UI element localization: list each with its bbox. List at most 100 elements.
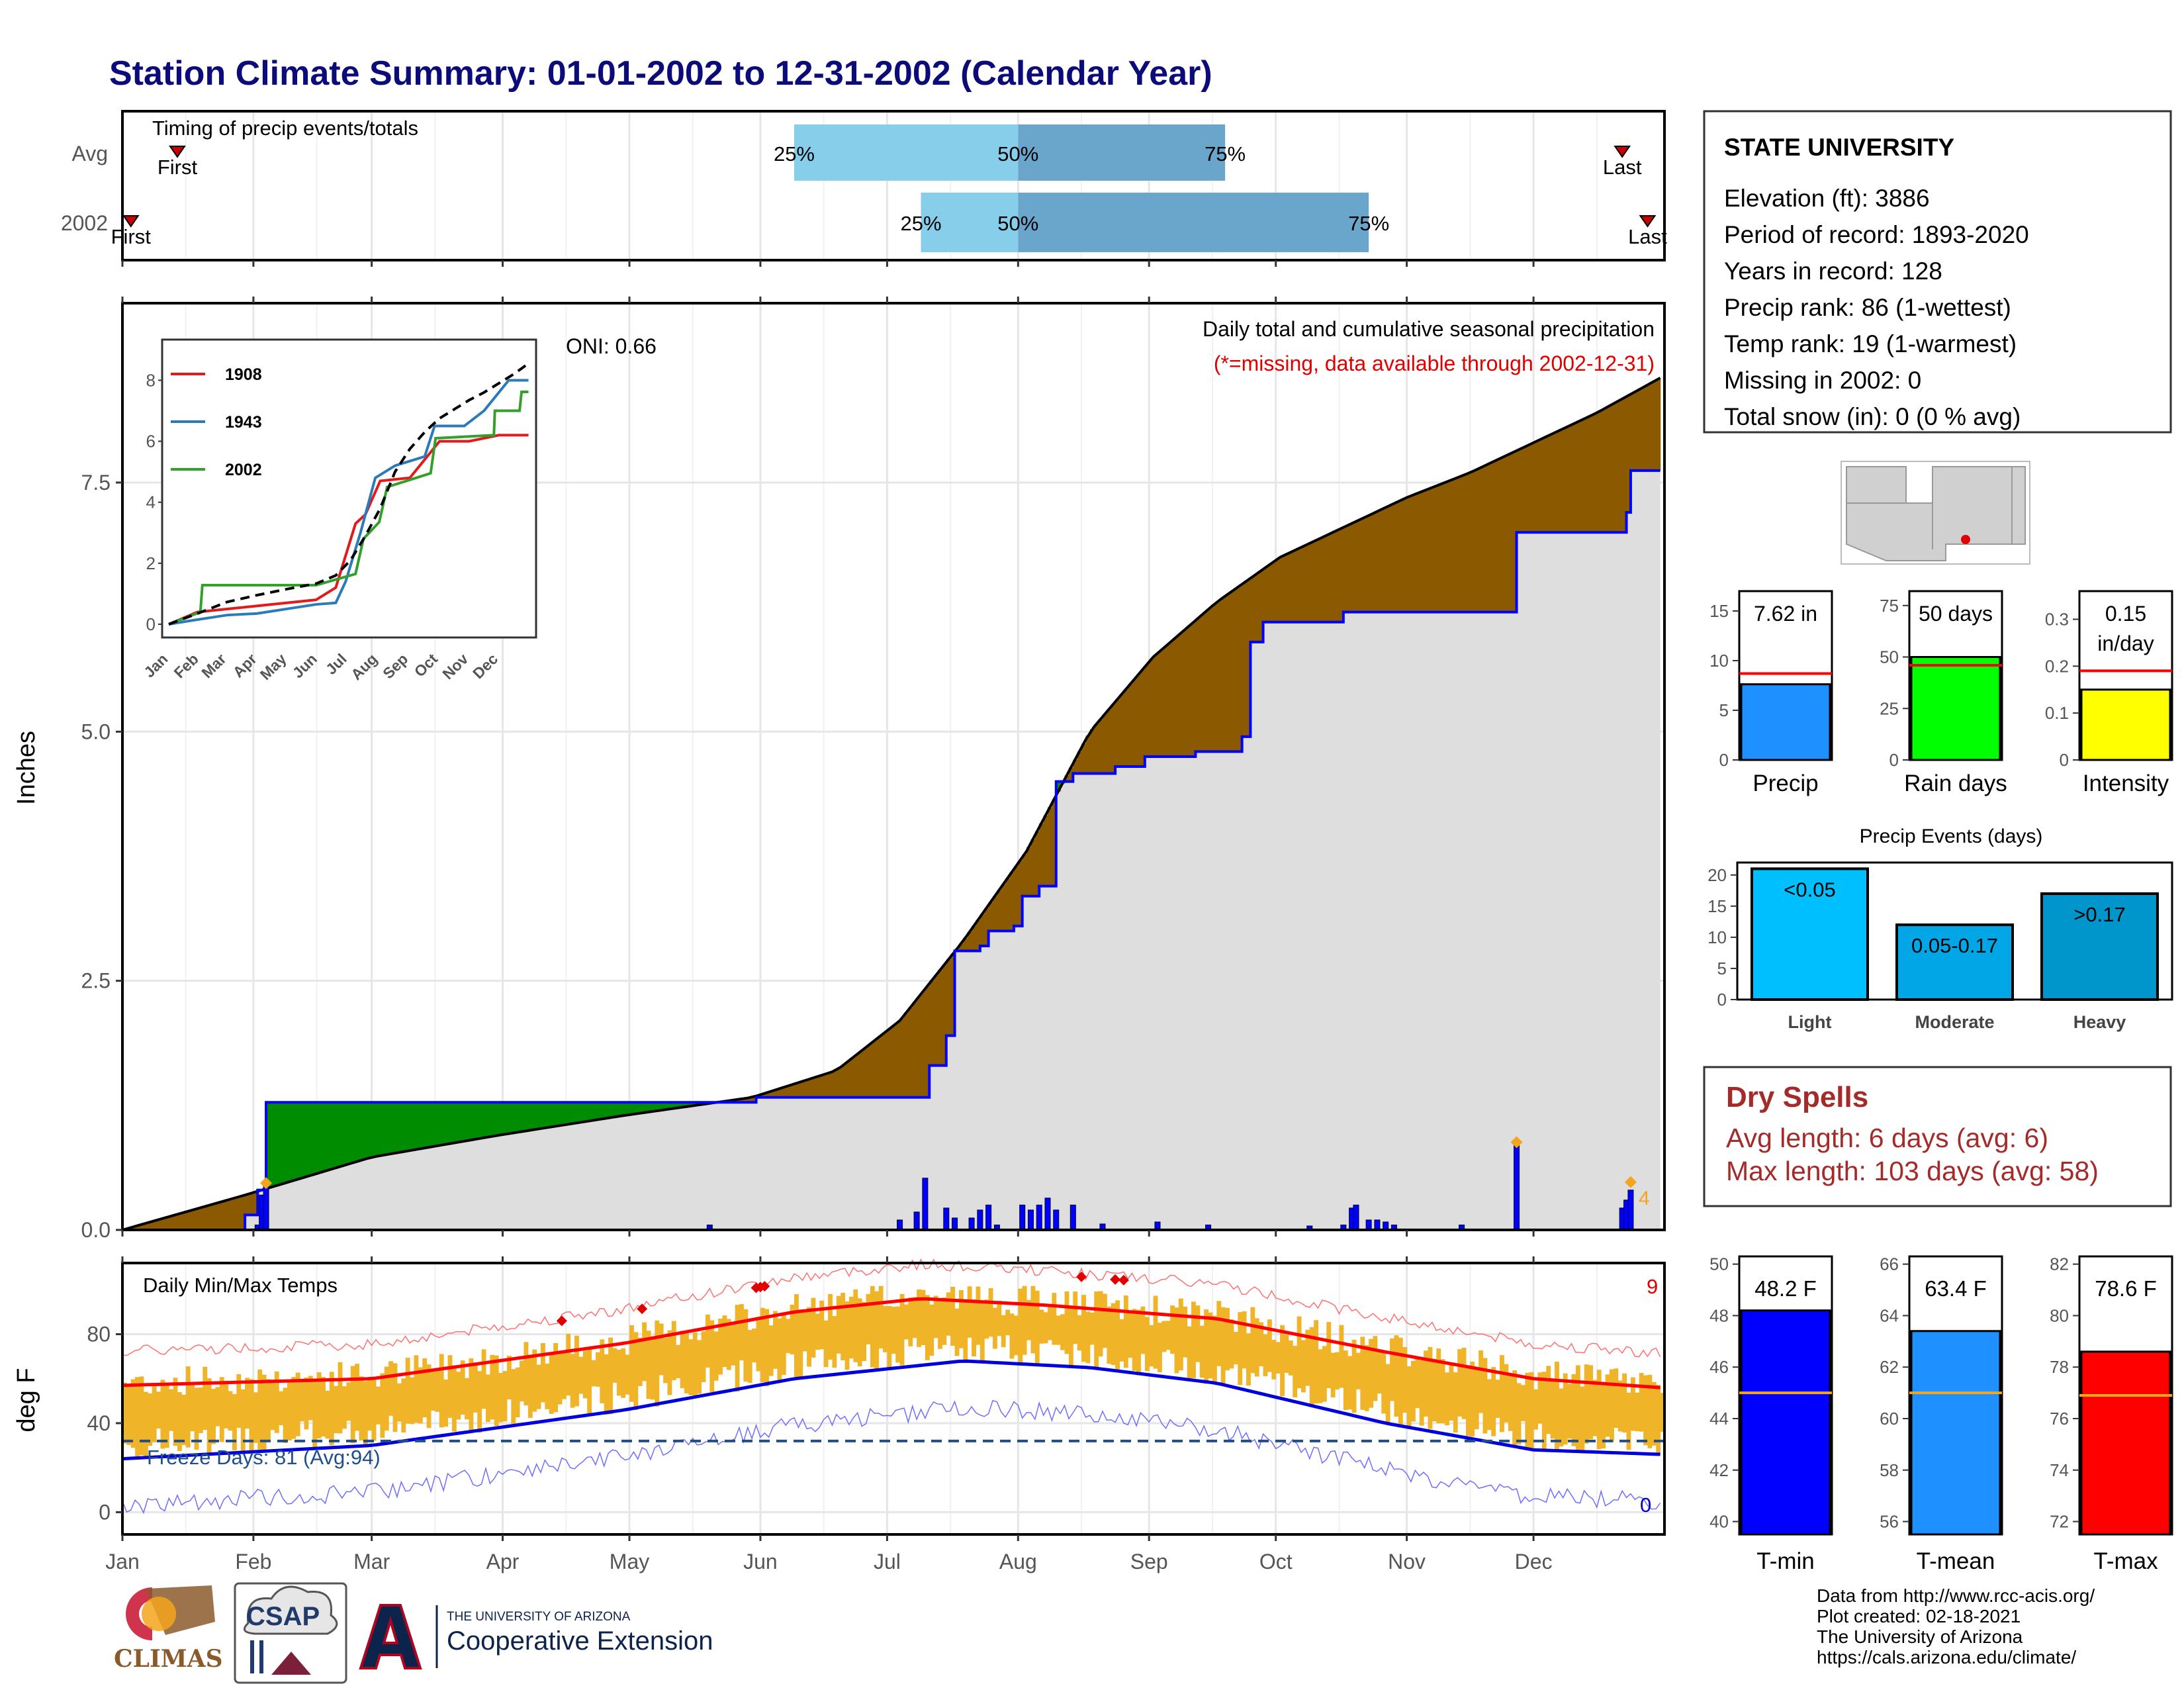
surplus-area <box>574 1102 580 1123</box>
daily-temp-range-bar <box>1216 1301 1222 1366</box>
daily-temp-range-bar <box>1060 1314 1066 1350</box>
daily-temp-range-bar <box>1102 1293 1107 1348</box>
daily-temp-range-bar <box>828 1293 833 1360</box>
deficit-area <box>1089 729 1095 774</box>
deficit-area <box>929 980 934 1066</box>
daily-temp-range-bar <box>1512 1370 1518 1446</box>
daily-precip-bar <box>1053 1209 1060 1231</box>
month-label: Feb <box>235 1550 271 1573</box>
surplus-area <box>692 1102 698 1105</box>
daily-temp-range-bar <box>1140 1306 1146 1354</box>
deficit-area <box>938 970 943 1066</box>
deficit-area <box>1356 520 1361 612</box>
deficit-area <box>883 1032 888 1098</box>
temp-bar-y-tick-label: 82 <box>2050 1254 2069 1274</box>
daily-temp-range-bar <box>359 1376 364 1441</box>
deficit-area <box>1347 524 1353 612</box>
daily-temp-range-bar <box>304 1377 309 1430</box>
daily-temp-range-bar <box>963 1299 968 1362</box>
daily-temp-range-bar <box>794 1294 799 1379</box>
deficit-area <box>1486 463 1492 612</box>
deficit-area <box>895 1022 901 1098</box>
daily-temp-range-bar <box>1229 1319 1234 1369</box>
deficit-area <box>1132 679 1137 767</box>
daily-temp-range-bar <box>312 1379 318 1449</box>
temp-bar-y-tick-label: 74 <box>2050 1460 2069 1480</box>
daily-temp-range-bar <box>334 1385 339 1434</box>
daily-temp-range-bar <box>988 1288 993 1337</box>
deficit-area <box>1030 839 1036 896</box>
surplus-area <box>316 1102 322 1173</box>
surplus-area <box>341 1102 347 1166</box>
deficit-area <box>1555 432 1560 533</box>
deficit-area <box>1267 565 1272 622</box>
timing-q75-label: 75% <box>1205 142 1246 165</box>
deficit-area <box>1022 854 1027 896</box>
daily-temp-range-bar <box>646 1331 651 1399</box>
surplus-area <box>667 1102 672 1109</box>
daily-temp-range-bar <box>219 1377 224 1442</box>
deficit-area <box>1123 689 1128 767</box>
surplus-area <box>600 1102 605 1119</box>
daily-temp-range-bar <box>300 1378 304 1422</box>
deficit-area <box>984 908 989 946</box>
surplus-area <box>629 1102 635 1115</box>
daily-temp-range-bar <box>1165 1321 1171 1350</box>
daily-temp-range-bar <box>582 1350 588 1399</box>
deficit-area <box>844 1062 850 1098</box>
daily-temp-range-bar <box>802 1310 807 1352</box>
precip-event-value-label: <0.05 <box>1784 878 1835 901</box>
temp-category-label: T-max <box>2093 1548 2158 1574</box>
month-label: Nov <box>1388 1550 1426 1573</box>
timing-q75-label: 75% <box>1348 212 1389 235</box>
deficit-area <box>177 1213 182 1230</box>
daily-temp-range-bar <box>1555 1362 1559 1452</box>
deficit-area <box>908 1007 913 1098</box>
month-label: Dec <box>1515 1550 1553 1573</box>
daily-temp-range-bar <box>185 1366 191 1448</box>
surplus-area <box>431 1102 435 1147</box>
deficit-area <box>1297 548 1302 622</box>
deficit-area <box>1052 799 1057 886</box>
daily-temp-range-bar <box>659 1323 664 1376</box>
daily-temp-range-bar <box>1301 1340 1306 1393</box>
daily-temp-range-bar <box>1516 1383 1522 1444</box>
surplus-area <box>384 1102 389 1155</box>
surplus-area <box>287 1102 292 1182</box>
daily-temp-range-bar <box>1305 1329 1310 1386</box>
deficit-area <box>1470 471 1475 612</box>
daily-temp-range-bar <box>895 1306 901 1363</box>
deficit-area <box>790 1084 795 1098</box>
deficit-area <box>1128 684 1133 767</box>
daily-temp-range-bar <box>887 1305 892 1370</box>
daily-temp-range-bar <box>1326 1322 1332 1389</box>
daily-temp-range-bar <box>1034 1290 1040 1366</box>
daily-temp-range-bar <box>811 1297 816 1358</box>
deficit-area <box>185 1211 191 1230</box>
daily-temp-range-bar <box>396 1383 402 1422</box>
daily-temp-range-bar <box>790 1304 795 1355</box>
deficit-area <box>1305 544 1310 622</box>
deficit-area <box>1081 743 1087 774</box>
daily-temp-range-bar <box>451 1365 457 1432</box>
daily-temp-range-bar <box>1402 1346 1408 1413</box>
daily-temp-range-bar <box>1238 1312 1243 1385</box>
surplus-area <box>659 1102 664 1111</box>
temp-bar-y-tick-label: 56 <box>1880 1512 1899 1532</box>
deficit-area <box>1034 831 1040 896</box>
daily-temp-range-bar <box>1626 1392 1631 1450</box>
daily-temp-range-bar <box>1233 1331 1238 1365</box>
daily-temp-range-bar <box>1596 1370 1602 1450</box>
daily-temp-range-bar <box>363 1381 368 1448</box>
daily-temp-range-bar <box>836 1295 841 1354</box>
deficit-area <box>1651 381 1657 471</box>
deficit-area <box>828 1072 833 1098</box>
daily-precip-bar <box>985 1204 992 1231</box>
record-high-marker <box>556 1315 567 1327</box>
inset-y-tick-label: 2 <box>146 553 156 573</box>
deficit-area <box>972 925 977 951</box>
surplus-area <box>363 1102 368 1159</box>
deficit-area <box>139 1224 144 1230</box>
daily-temp-range-bar <box>1525 1372 1530 1450</box>
daily-temp-range-bar <box>515 1367 520 1418</box>
